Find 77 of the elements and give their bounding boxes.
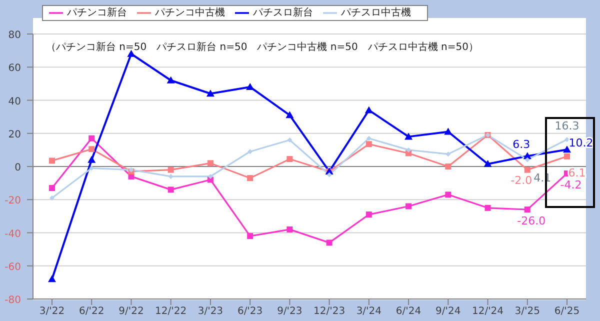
point [286, 226, 293, 232]
legend-label: パチンコ新台 [67, 8, 127, 19]
point [207, 176, 214, 183]
point [247, 175, 254, 182]
y-tick-label: 80 [8, 30, 21, 41]
y-tick-label: 0 [14, 162, 21, 174]
point [446, 152, 451, 157]
point [564, 153, 570, 160]
x-tick-label: 12/'24 [472, 306, 504, 318]
point [406, 203, 412, 210]
legend-label: パチンコ中古機 [155, 8, 225, 19]
point [50, 195, 54, 200]
point [247, 233, 254, 240]
annotation: （パチンコ新台 n=50 パチスロ新台 n=50 パチンコ中古機 n=50 パチスロ中古機 n=50） [46, 40, 478, 54]
point [49, 158, 55, 164]
point [49, 185, 55, 192]
point [366, 141, 372, 148]
x-tick-label: 3/'24 [356, 306, 382, 318]
data-label: 16.3 [554, 120, 580, 133]
point [404, 132, 413, 140]
y-tick-label: -80 [4, 295, 21, 306]
point [248, 149, 253, 154]
point [48, 275, 56, 282]
point [563, 146, 571, 153]
x-tick-label: 6/'25 [554, 306, 580, 318]
legend-label: パチスロ中古機 [341, 8, 411, 19]
point [524, 206, 530, 213]
point [88, 156, 96, 163]
point [366, 136, 372, 141]
x-tick-label: 9/'24 [436, 306, 461, 318]
point [445, 164, 452, 170]
x-tick-label: 3/'22 [39, 306, 65, 318]
x-tick-label: 6/'24 [396, 306, 422, 318]
x-tick-label: 6/'23 [237, 306, 263, 318]
point [406, 147, 412, 152]
point [168, 186, 174, 193]
data-label: -2.0 [510, 174, 532, 187]
y-tick-label: 40 [8, 96, 21, 108]
point [366, 212, 372, 218]
point [287, 138, 292, 142]
point [166, 76, 175, 84]
point [88, 146, 95, 152]
x-tick-label: 3/'25 [514, 306, 540, 318]
point [206, 90, 214, 97]
point [286, 111, 294, 118]
x-tick-label: 12/'22 [155, 306, 187, 318]
point [524, 157, 530, 162]
y-tick-label: 20 [8, 129, 21, 140]
y-tick-label: -60 [4, 262, 21, 273]
point [524, 166, 530, 173]
x-tick-label: 6/'22 [79, 306, 104, 318]
data-label: -4.2 [560, 178, 582, 192]
point [326, 172, 332, 178]
point [444, 128, 452, 135]
x-tick-label: 9/'23 [277, 306, 302, 318]
x-tick-label: 9/'22 [118, 306, 144, 318]
point [286, 156, 293, 162]
y-tick-label: -20 [4, 196, 21, 207]
point [364, 106, 373, 114]
data-label: 6.3 [512, 138, 530, 152]
y-tick-label: -40 [4, 228, 21, 240]
data-label: 10.2 [568, 136, 594, 150]
x-tick-label: 12/'23 [314, 306, 346, 318]
point [168, 174, 174, 179]
data-label: -26.0 [517, 214, 546, 228]
point [406, 150, 412, 156]
y-tick-label: 60 [8, 63, 21, 74]
x-tick-label: 3/'23 [198, 306, 224, 318]
point [168, 166, 174, 173]
legend-label: パチスロ新台 [253, 8, 313, 19]
point [207, 160, 214, 166]
point [445, 192, 452, 198]
point [484, 160, 492, 168]
point [484, 204, 491, 211]
point [326, 240, 332, 246]
point [88, 135, 95, 142]
point [208, 174, 213, 179]
